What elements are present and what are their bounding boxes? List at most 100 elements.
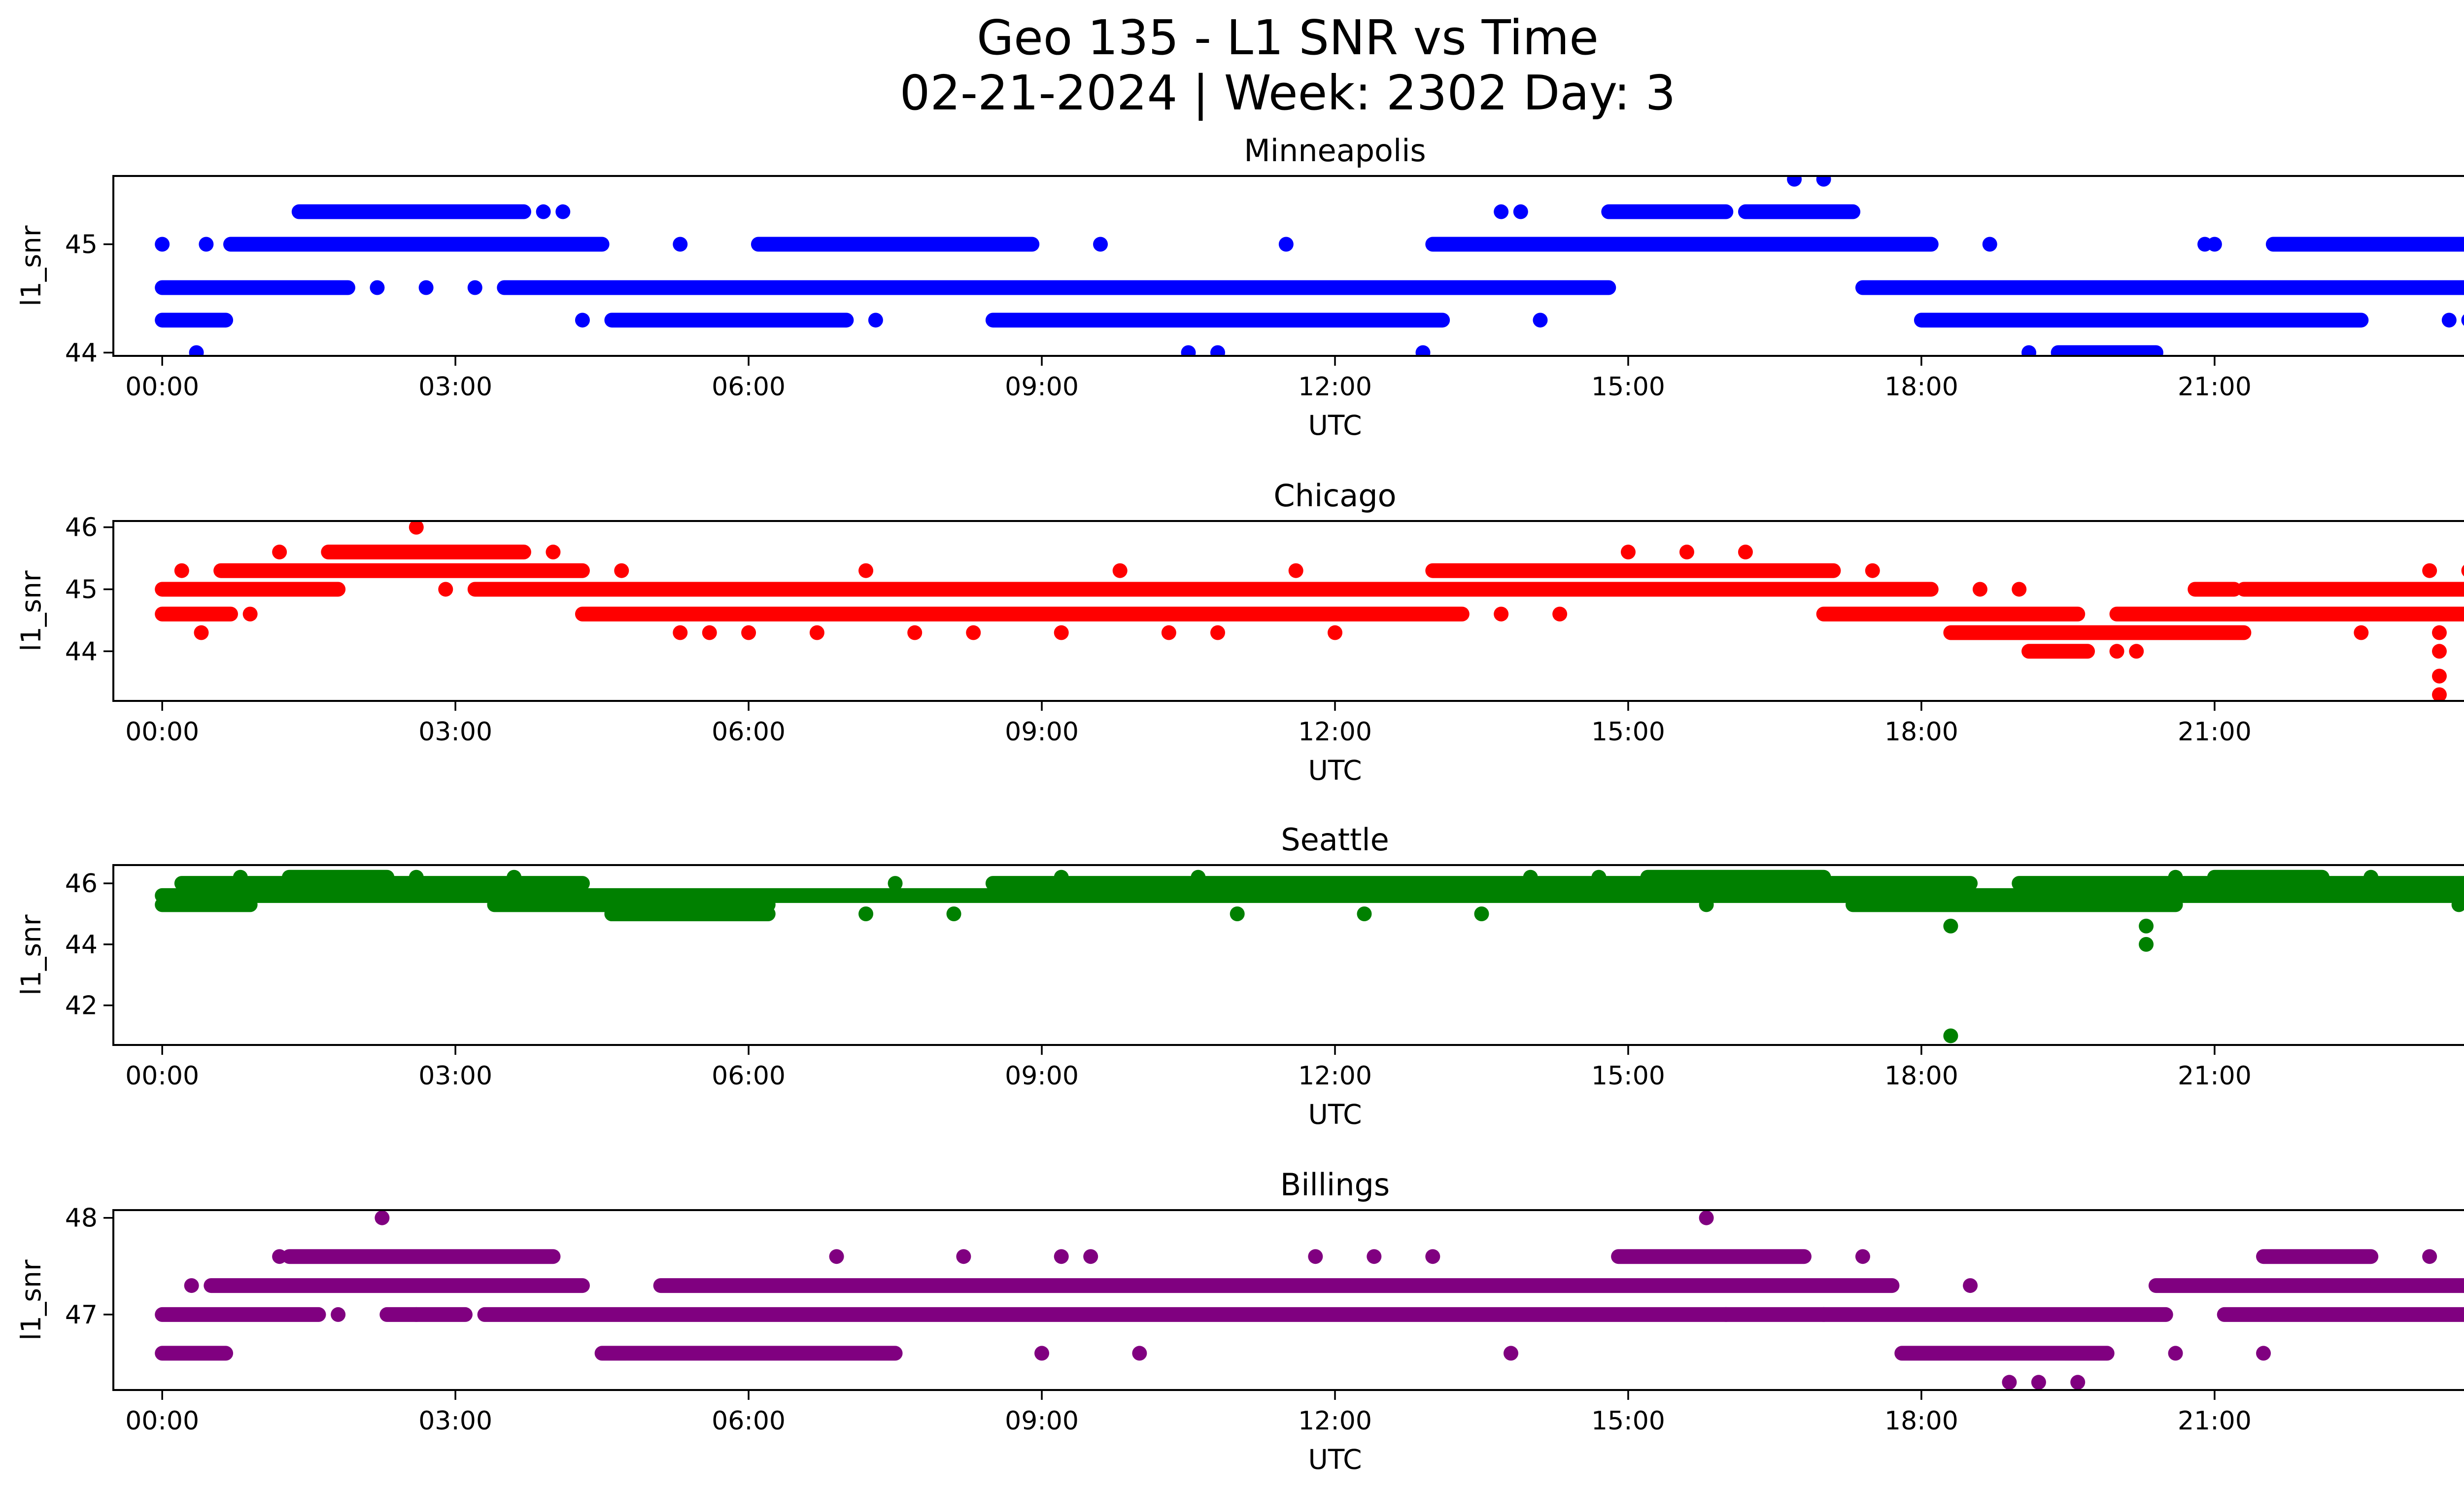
y-tick-label: 46 [65,869,98,899]
plot-title: Seattle [1281,822,1389,858]
point-run [594,1346,903,1361]
data-point [1533,313,1548,328]
data-point [1865,563,1880,578]
x-tick-label: 18:00 [1884,1061,1958,1091]
data-point [1278,237,1294,252]
data-point [868,313,883,328]
point-run [2461,565,2464,577]
data-point [1494,606,1509,622]
data-point [438,582,453,597]
data-point [946,906,961,921]
data-point [2461,314,2464,326]
data-point [477,582,492,597]
point-run [1846,897,2183,912]
x-tick-label: 03:00 [418,1406,492,1436]
data-point [507,869,522,885]
x-tick-label: 09:00 [1005,717,1079,747]
data-point [1816,176,1831,187]
data-point [189,345,204,356]
point-run [2129,625,2252,640]
data-point [2432,668,2447,684]
point-run [604,313,854,328]
data-point [1738,544,1753,559]
data-point [1132,1346,1147,1361]
point-run [985,313,1450,328]
data-point [1474,906,1489,921]
plot-title: Chicago [1273,478,1396,514]
data-point [2432,644,2447,659]
data-point [809,625,824,640]
data-point [1425,1249,1440,1264]
scatter-points [155,176,2464,356]
data-point [2354,625,2369,640]
point-run [575,606,1470,622]
data-point [2031,1375,2046,1390]
data-point [907,625,923,640]
data-point [1328,625,1342,640]
data-point [575,313,590,328]
data-point [2021,345,2037,356]
data-point [1191,869,1206,885]
data-point [702,625,717,640]
x-axis-label: UTC [1308,1444,1362,1475]
data-point [1415,345,1431,356]
point-run [1601,204,1734,219]
point-run [653,1278,1900,1293]
point-run [213,563,590,578]
x-tick-label: 00:00 [125,1061,199,1091]
data-point [1963,1278,1978,1293]
point-run [291,204,531,219]
y-tick-label: 48 [65,1204,98,1233]
data-point [1230,906,1245,921]
y-tick-label: 44 [65,338,98,368]
x-tick-label: 06:00 [712,1406,786,1436]
data-point [2422,563,2437,578]
point-run [379,1307,473,1322]
x-tick-label: 15:00 [1591,1061,1665,1091]
point-run [155,582,346,597]
point-run [2109,606,2464,622]
x-tick-label: 18:00 [1884,717,1958,747]
data-point [858,906,874,921]
x-tick-label: 15:00 [1591,1406,1665,1436]
data-point [2168,869,2183,885]
data-point [199,237,214,252]
point-run [751,237,1040,252]
data-point [272,544,287,559]
data-point [1620,544,1636,559]
data-point [1494,204,1509,219]
data-point [1054,625,1069,640]
point-run [223,237,610,252]
data-point [1523,869,1538,885]
x-tick-label: 12:00 [1298,717,1372,747]
point-run [2188,582,2242,597]
x-tick-label: 15:00 [1591,717,1665,747]
data-point [858,563,874,578]
data-point [2002,1375,2017,1390]
plot-title: Billings [1280,1167,1390,1203]
x-tick-label: 09:00 [1005,372,1079,402]
data-point [829,1249,844,1264]
x-tick-label: 00:00 [125,1406,199,1436]
y-tick-label: 42 [65,991,98,1021]
point-run [2265,237,2464,252]
data-point [604,906,619,921]
y-tick-label: 44 [65,930,98,960]
point-run [155,1346,234,1361]
subplots: Minneapolis 00:00 03:00 06:00 09:00 12:00 15:0… [15,133,2464,1475]
scatter-points [155,869,2464,1043]
data-point [1054,1249,1069,1264]
plot-title: Minneapolis [1244,133,1426,169]
y-tick-label: 46 [65,513,98,543]
data-point [409,521,424,535]
data-point [375,1210,390,1225]
point-run [2217,1307,2464,1322]
figure-title-line2: 02-21-2024 | Week: 2302 Day: 3 [900,65,1676,121]
point-run [1914,313,2369,328]
data-point [2129,644,2144,659]
data-point [1083,1249,1098,1264]
y-tick-label: 47 [65,1300,98,1330]
x-tick-label: 12:00 [1298,1061,1372,1091]
x-tick-label: 09:00 [1005,1061,1079,1091]
